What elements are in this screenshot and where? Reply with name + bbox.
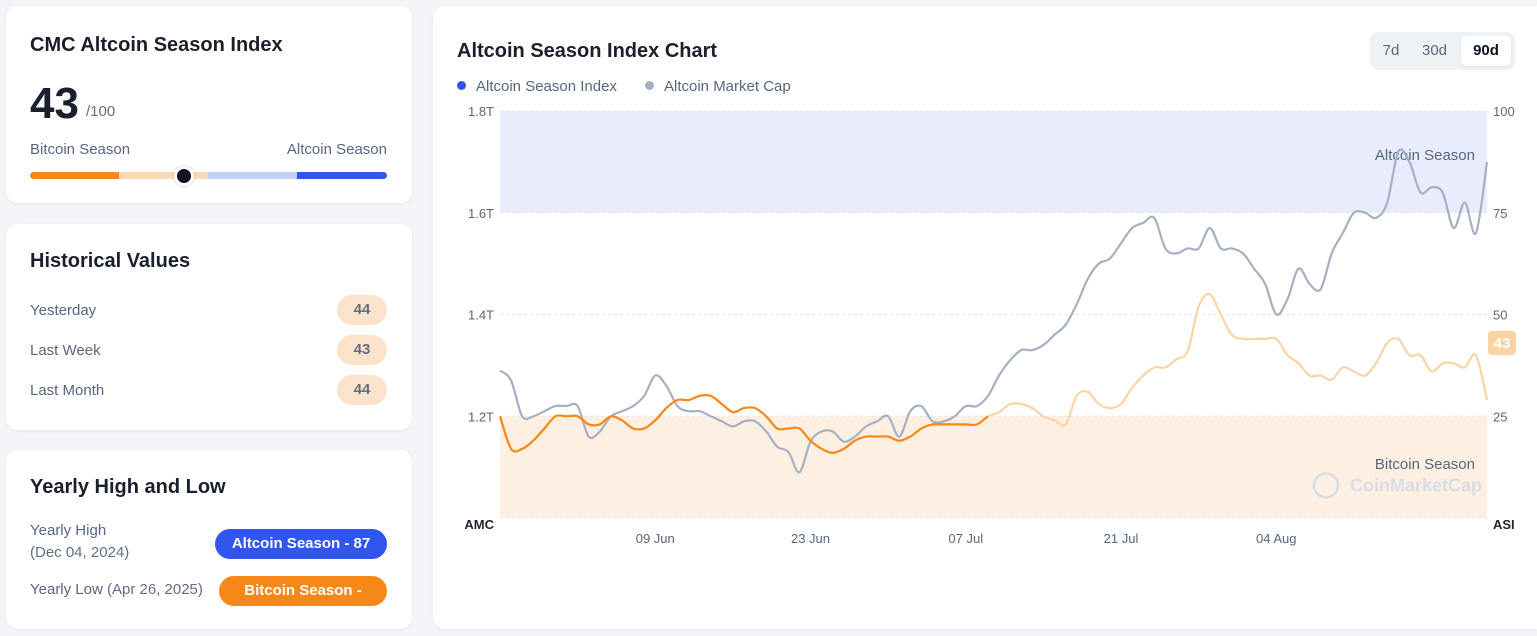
x-tick-label: 21 Jul [1104, 531, 1139, 546]
legend-dot-icon [645, 81, 654, 90]
gauge-knob [173, 166, 194, 186]
right-tick-label: 50 [1493, 308, 1507, 323]
historical-values-card: Historical Values Yesterday 44 Last Week… [6, 224, 412, 430]
left-tick-label: 1.8T [468, 104, 494, 119]
legend-item-index[interactable]: Altcoin Season Index [457, 78, 617, 95]
legend-label: Altcoin Season Index [476, 78, 617, 95]
grid-lines [500, 110, 1487, 519]
range-30d-button[interactable]: 30d [1421, 42, 1448, 59]
legend-dot-icon [457, 81, 466, 90]
watermark-text: CoinMarketCap [1350, 475, 1482, 495]
index-card-title: CMC Altcoin Season Index [30, 34, 283, 56]
current-value-badge-text: 43 [1494, 335, 1511, 352]
left-tick-label: 1.6T [468, 206, 494, 221]
right-axis-ticks: 100 75 50 25 [1493, 104, 1515, 424]
legend-item-market-cap[interactable]: Altcoin Market Cap [645, 78, 791, 95]
gauge-altcoin-segment [297, 172, 387, 179]
legend-label: Altcoin Market Cap [664, 78, 791, 95]
yearly-high-badge: Altcoin Season - 87 [215, 529, 387, 559]
yearly-low-date: (Apr 26, 2025) [107, 581, 203, 598]
left-axis-ticks: 1.8T 1.6T 1.4T 1.2T [468, 104, 494, 424]
left-axis-label: AMC [464, 517, 494, 532]
yearly-low-label: Yearly Low [30, 581, 103, 598]
history-row-last-month: Last Month 44 [30, 375, 387, 405]
x-tick-label: 04 Aug [1256, 531, 1297, 546]
x-tick-label: 09 Jun [636, 531, 675, 546]
gauge-altcoin-light-segment [208, 172, 297, 179]
yearly-low-key: Yearly Low (Apr 26, 2025) [30, 579, 203, 601]
history-label: Last Week [30, 342, 101, 359]
yearly-high-low-card: Yearly High and Low Yearly High (Dec 04,… [6, 450, 412, 629]
range-7d-button[interactable]: 7d [1382, 42, 1400, 59]
right-tick-label: 25 [1493, 409, 1507, 424]
history-row-yesterday: Yesterday 44 [30, 295, 387, 325]
right-axis-label: ASI [1493, 517, 1515, 532]
gauge-bitcoin-segment [30, 172, 119, 179]
history-value-badge: 44 [337, 295, 387, 325]
index-value: 43 [30, 79, 79, 128]
yearly-high-key: Yearly High (Dec 04, 2024) [30, 520, 129, 564]
series-line-altcoin-season-index [498, 394, 989, 454]
season-gauge [30, 166, 387, 186]
chart-title: Altcoin Season Index Chart [457, 40, 718, 62]
right-tick-label: 100 [1493, 104, 1515, 119]
altcoin-season-zone [500, 111, 1487, 213]
chart-card: Altcoin Season Index Chart 7d 30d 90d Al… [433, 6, 1537, 629]
x-tick-label: 23 Jun [791, 531, 830, 546]
series-line-altcoin-market-cap [499, 148, 1489, 474]
history-row-last-week: Last Week 43 [30, 335, 387, 365]
x-tick-label: 07 Jul [948, 531, 983, 546]
gauge-bitcoin-light-segment [119, 172, 208, 179]
coinmarketcap-watermark: CoinMarketCap [1312, 472, 1482, 499]
yearly-low-badge: Bitcoin Season - 12 [219, 576, 387, 629]
altcoin-season-zone-label: Altcoin Season [1375, 147, 1475, 164]
yearly-title: Yearly High and Low [30, 476, 226, 498]
current-value-badge-bg [1488, 330, 1516, 355]
altcoin-season-chart[interactable]: Altcoin Season Bitcoin Season CoinMarket… [433, 6, 1537, 606]
time-range-selector: 7d 30d 90d [1370, 32, 1515, 70]
bitcoin-season-zone [500, 416, 1487, 518]
left-tick-label: 1.4T [468, 308, 494, 323]
history-label: Yesterday [30, 302, 97, 319]
bitcoin-season-label: Bitcoin Season [30, 141, 131, 158]
right-tick-label: 75 [1493, 206, 1507, 221]
left-tick-label: 1.2T [468, 409, 494, 424]
x-axis-ticks: 09 Jun 23 Jun 07 Jul 21 Jul 04 Aug [636, 531, 1297, 546]
history-value-badge: 44 [337, 375, 387, 405]
coinmarketcap-logo-icon [1312, 472, 1340, 499]
current-value-badge: 43 [1488, 330, 1516, 355]
history-value-badge: 43 [337, 335, 387, 365]
bitcoin-season-zone-label: Bitcoin Season [1375, 456, 1475, 473]
altcoin-index-card: CMC Altcoin Season Index 43 /100 Bitcoin… [6, 6, 412, 203]
yearly-high-date: (Dec 04, 2024) [30, 544, 130, 561]
yearly-high-label: Yearly High [30, 522, 107, 539]
altcoin-season-label: Altcoin Season [286, 141, 387, 158]
history-label: Last Month [30, 382, 105, 399]
range-90d-button[interactable]: 90d [1461, 36, 1511, 66]
historical-title: Historical Values [30, 250, 191, 272]
index-max: /100 [86, 103, 116, 120]
